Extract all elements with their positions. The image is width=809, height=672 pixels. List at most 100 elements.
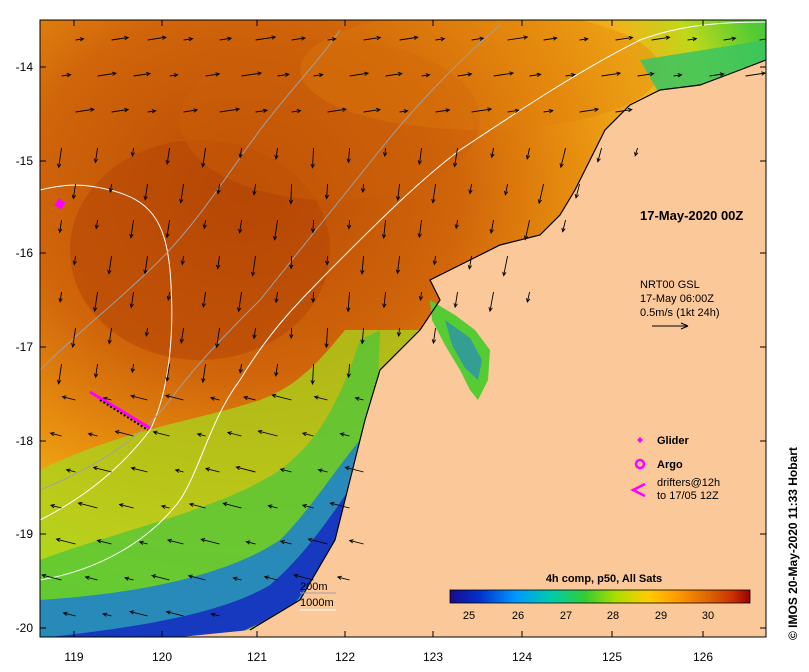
current-vector-arrow [201, 147, 207, 168]
colorbar-tick-label: 25 [463, 610, 475, 622]
current-vector-arrow [84, 575, 98, 581]
current-vector-arrow [263, 575, 278, 581]
axis-ticks [40, 20, 766, 637]
current-vector-arrow [196, 432, 206, 437]
current-vector-arrow [293, 573, 314, 581]
current-vector-arrow [169, 73, 179, 78]
current-vector-arrow [257, 429, 278, 437]
lon-tick-labels: 119 120 121 122 123 124 125 126 [64, 650, 713, 664]
current-vector-arrow [529, 72, 542, 77]
sst-hot-core [70, 140, 330, 360]
current-vector-arrow [255, 35, 277, 41]
current-vector-arrow [272, 219, 279, 241]
current-vector-arrow [129, 291, 135, 309]
current-vector-arrow [574, 183, 580, 199]
current-vector-arrow [102, 612, 112, 617]
current-vector-arrow [97, 71, 117, 77]
current-vector-arrow [525, 147, 531, 160]
depth-legend: 200m 1000m [300, 581, 336, 611]
current-vector-arrow [241, 71, 263, 77]
lon-tick-label: 123 [423, 650, 443, 664]
current-vector-arrow [56, 363, 63, 385]
current-vector-arrow [238, 363, 243, 374]
plot-border [39, 19, 767, 638]
current-vector-arrow [488, 291, 494, 313]
current-vector-arrow [507, 35, 529, 41]
current-vector-arrow [324, 327, 329, 349]
current-vector-arrow [93, 291, 99, 313]
current-vector-arrow [222, 502, 242, 509]
current-vector-arrow [238, 219, 243, 234]
current-vector-arrow [243, 395, 256, 401]
current-vector-arrow [329, 501, 350, 509]
current-vector-arrow [49, 504, 62, 509]
colorbar-title: 4h comp, p50, All Sats [546, 573, 662, 585]
depth-legend-1000m: 1000m [300, 597, 334, 609]
current-vector-arrow [65, 468, 76, 473]
map-plot-area [40, 20, 766, 637]
current-vector-arrow [49, 431, 62, 437]
current-vector-arrow [129, 610, 148, 617]
current-vector-arrow [166, 291, 171, 301]
current-vector-arrow [124, 576, 134, 581]
current-vector-arrow [396, 327, 402, 337]
current-vector-arrow [216, 183, 221, 195]
current-vector-arrow [143, 183, 149, 201]
credit-text: © IMOS 20-May-2020 11:33 Hobart [786, 447, 800, 640]
current-vector-arrow [277, 72, 290, 77]
colorbar: 4h comp, p50, All Sats 25 26 27 28 29 30 [449, 573, 751, 622]
lon-tick-label: 121 [247, 650, 267, 664]
current-vector-arrow [723, 36, 737, 41]
current-vector-arrow [187, 574, 206, 581]
lat-tick-label: -18 [16, 434, 34, 448]
current-vector-arrow [219, 36, 233, 41]
current-vector-arrow [471, 107, 493, 113]
current-vector-arrow [382, 291, 387, 309]
current-vector-arrow [502, 255, 508, 277]
current-vector-arrow [526, 291, 531, 304]
current-vector-arrow [111, 107, 130, 113]
coastline [249, 59, 766, 631]
current-vector-arrow [709, 72, 725, 77]
current-vector-arrow [435, 108, 451, 113]
current-vector-arrow [687, 37, 698, 42]
current-vector-arrow [579, 37, 589, 42]
lat-tick-label: -20 [16, 621, 34, 635]
current-vector-arrow [94, 219, 99, 230]
current-vector-arrow [274, 147, 279, 160]
lat-tick-label: -16 [16, 246, 34, 260]
current-vector-arrow [274, 291, 279, 304]
current-vector-arrow [250, 255, 257, 277]
lon-tick-label: 125 [602, 650, 622, 664]
current-vector-arrow [346, 363, 351, 379]
current-vector-arrow [634, 147, 639, 157]
current-vector-arrow [138, 540, 148, 545]
current-vector-arrow [92, 466, 112, 473]
colorbar-tick-label: 30 [702, 610, 714, 622]
current-vector-arrow [252, 183, 257, 196]
current-vector-arrow [360, 255, 365, 275]
current-vector-arrow [346, 291, 351, 313]
current-vector-arrow [55, 537, 76, 545]
current-vector-arrow [210, 612, 220, 617]
current-vector-arrow [452, 147, 459, 168]
current-vector-arrow [399, 109, 409, 114]
current-vector-arrow [344, 466, 364, 473]
current-vector-arrow [348, 539, 364, 545]
current-vector-arrow [310, 147, 315, 169]
current-vector-arrow [346, 219, 352, 230]
current-vector-arrow [432, 255, 437, 266]
current-vector-arrow [453, 291, 459, 309]
current-vector-arrow [219, 107, 241, 113]
current-vector-arrow [252, 327, 257, 340]
current-vector-arrow [596, 147, 602, 163]
depth-legend-200m: 200m [300, 581, 328, 593]
current-vector-arrow [471, 36, 485, 41]
current-vector-arrow [215, 327, 221, 349]
current-vector-arrow [523, 219, 530, 241]
current-vector-arrow [490, 147, 495, 159]
current-vector-arrow [493, 71, 515, 77]
current-vector-arrow [395, 255, 401, 275]
current-vector-arrow [313, 395, 328, 401]
current-vector-arrow [289, 255, 294, 270]
